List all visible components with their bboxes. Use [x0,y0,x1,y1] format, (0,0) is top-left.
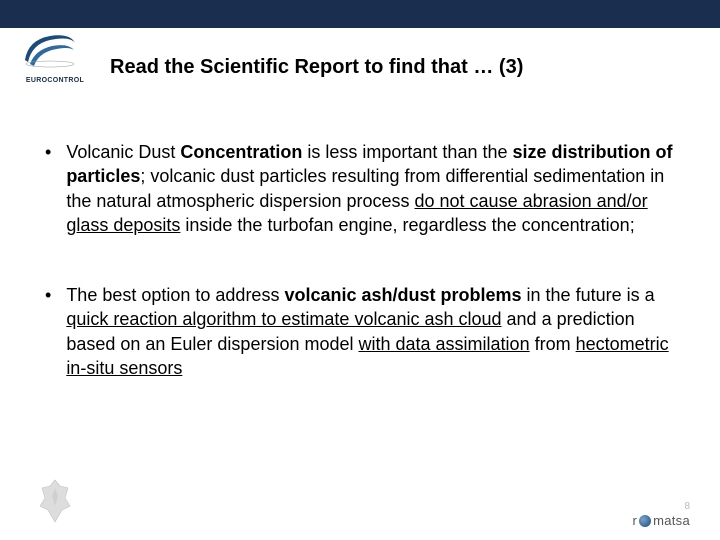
romatsa-suffix: matsa [653,513,690,528]
bullet-item: • The best option to address volcanic as… [45,283,675,380]
swoosh-icon [20,28,80,70]
bullet-marker-icon: • [45,283,51,380]
slide-title: Read the Scientific Report to find that … [110,56,523,79]
crest-icon [30,476,80,526]
bullet-item: • Volcanic Dust Concentration is less im… [45,140,675,237]
page-number: 8 [684,501,690,512]
bullet-text: The best option to address volcanic ash/… [66,283,675,380]
romatsa-prefix: r [632,513,637,528]
bullet-marker-icon: • [45,140,51,237]
eurocontrol-label: EUROCONTROL [20,77,90,84]
content-area: • Volcanic Dust Concentration is less im… [45,140,675,426]
romatsa-logo: r matsa [632,513,690,528]
globe-icon [639,515,651,527]
eurocontrol-logo: EUROCONTROL [20,28,90,83]
bullet-text: Volcanic Dust Concentration is less impo… [66,140,675,237]
top-bar [0,0,720,28]
